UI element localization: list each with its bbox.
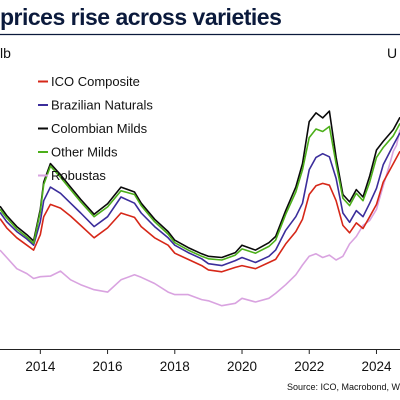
y-axis-unit-right: U — [387, 45, 397, 61]
y-axis-unit-left: lb — [0, 45, 11, 61]
series-line-ico-composite — [0, 150, 400, 273]
series-line-robustas — [0, 129, 400, 307]
legend-label-ico-composite: ICO Composite — [51, 74, 140, 89]
legend-label-other-milds: Other Milds — [51, 145, 118, 160]
legend-label-colombian-milds: Colombian Milds — [51, 121, 148, 136]
x-tick-label: 2014 — [25, 359, 56, 374]
series-layer — [0, 110, 400, 307]
x-tick-label: 2024 — [361, 359, 392, 374]
legend: ICO Composite Brazilian Naturals Colombian… — [38, 74, 153, 183]
source-note: Source: ICO, Macrobond, W — [287, 382, 400, 392]
series-line-colombian-milds — [0, 110, 400, 259]
chart-title: prices rise across varieties — [0, 4, 282, 30]
series-line-other-milds — [0, 123, 400, 261]
x-tick-label: 2016 — [93, 359, 123, 374]
x-tick-label: 2022 — [294, 359, 324, 374]
legend-label-brazilian-naturals: Brazilian Naturals — [51, 98, 153, 113]
series-line-brazilian-naturals — [0, 132, 400, 267]
x-axis-ticks: 2014 2016 2018 2020 2022 2024 — [25, 349, 392, 374]
legend-label-robustas: Robustas — [51, 168, 106, 183]
x-tick-label: 2018 — [160, 359, 190, 374]
x-tick-label: 2020 — [227, 359, 257, 374]
